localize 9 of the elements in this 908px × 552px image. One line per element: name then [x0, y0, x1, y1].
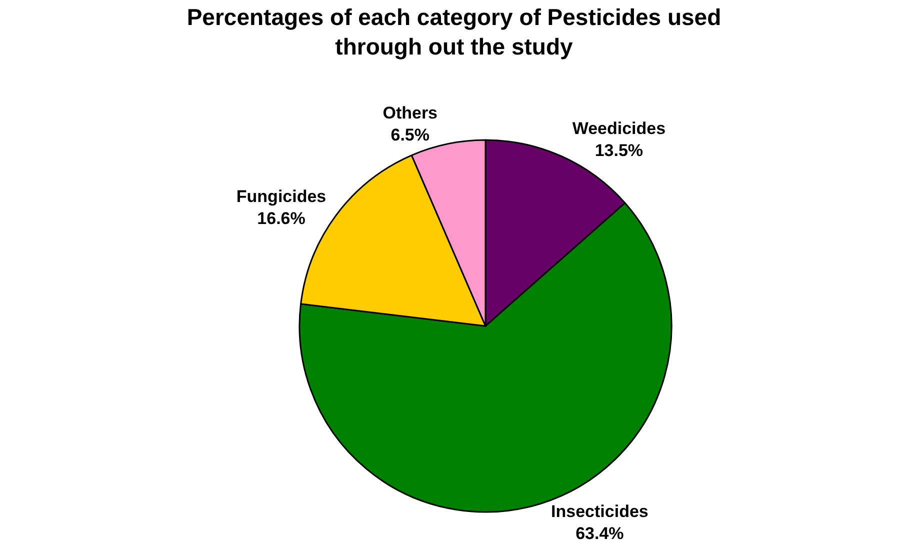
slice-label: Weedicides: [572, 118, 666, 138]
data-label: 6.5%: [390, 126, 430, 145]
slice-label: Insecticides: [551, 502, 648, 521]
slice-label: Fungicides: [236, 186, 326, 206]
chart-title: Percentages of each category of Pesticides used through out the study: [186, 4, 722, 60]
data-label: 13.5%: [594, 140, 644, 160]
data-label: 16.6%: [257, 208, 306, 228]
data-label: 63.4%: [576, 524, 624, 543]
slice-label: Others: [382, 104, 438, 123]
